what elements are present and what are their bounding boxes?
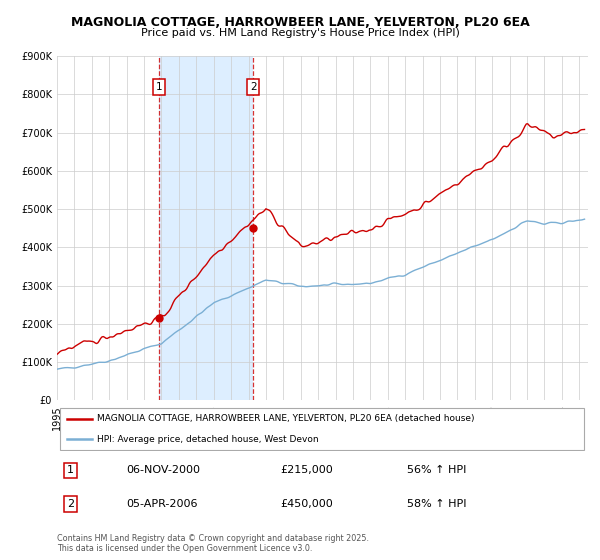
Text: Contains HM Land Registry data © Crown copyright and database right 2025.
This d: Contains HM Land Registry data © Crown c…: [57, 534, 369, 553]
Text: 1: 1: [67, 465, 74, 475]
Text: £450,000: £450,000: [280, 499, 333, 509]
Text: 1: 1: [155, 82, 162, 92]
Text: £215,000: £215,000: [280, 465, 333, 475]
Text: 2: 2: [67, 499, 74, 509]
Text: MAGNOLIA COTTAGE, HARROWBEER LANE, YELVERTON, PL20 6EA: MAGNOLIA COTTAGE, HARROWBEER LANE, YELVE…: [71, 16, 529, 29]
FancyBboxPatch shape: [59, 408, 584, 450]
Text: 05-APR-2006: 05-APR-2006: [126, 499, 197, 509]
Text: 58% ↑ HPI: 58% ↑ HPI: [407, 499, 467, 509]
Text: Price paid vs. HM Land Registry's House Price Index (HPI): Price paid vs. HM Land Registry's House …: [140, 28, 460, 38]
Text: 06-NOV-2000: 06-NOV-2000: [126, 465, 200, 475]
Text: 56% ↑ HPI: 56% ↑ HPI: [407, 465, 467, 475]
Text: MAGNOLIA COTTAGE, HARROWBEER LANE, YELVERTON, PL20 6EA (detached house): MAGNOLIA COTTAGE, HARROWBEER LANE, YELVE…: [97, 414, 475, 423]
Bar: [159, 56, 253, 400]
Text: 2: 2: [250, 82, 257, 92]
Text: HPI: Average price, detached house, West Devon: HPI: Average price, detached house, West…: [97, 435, 319, 444]
